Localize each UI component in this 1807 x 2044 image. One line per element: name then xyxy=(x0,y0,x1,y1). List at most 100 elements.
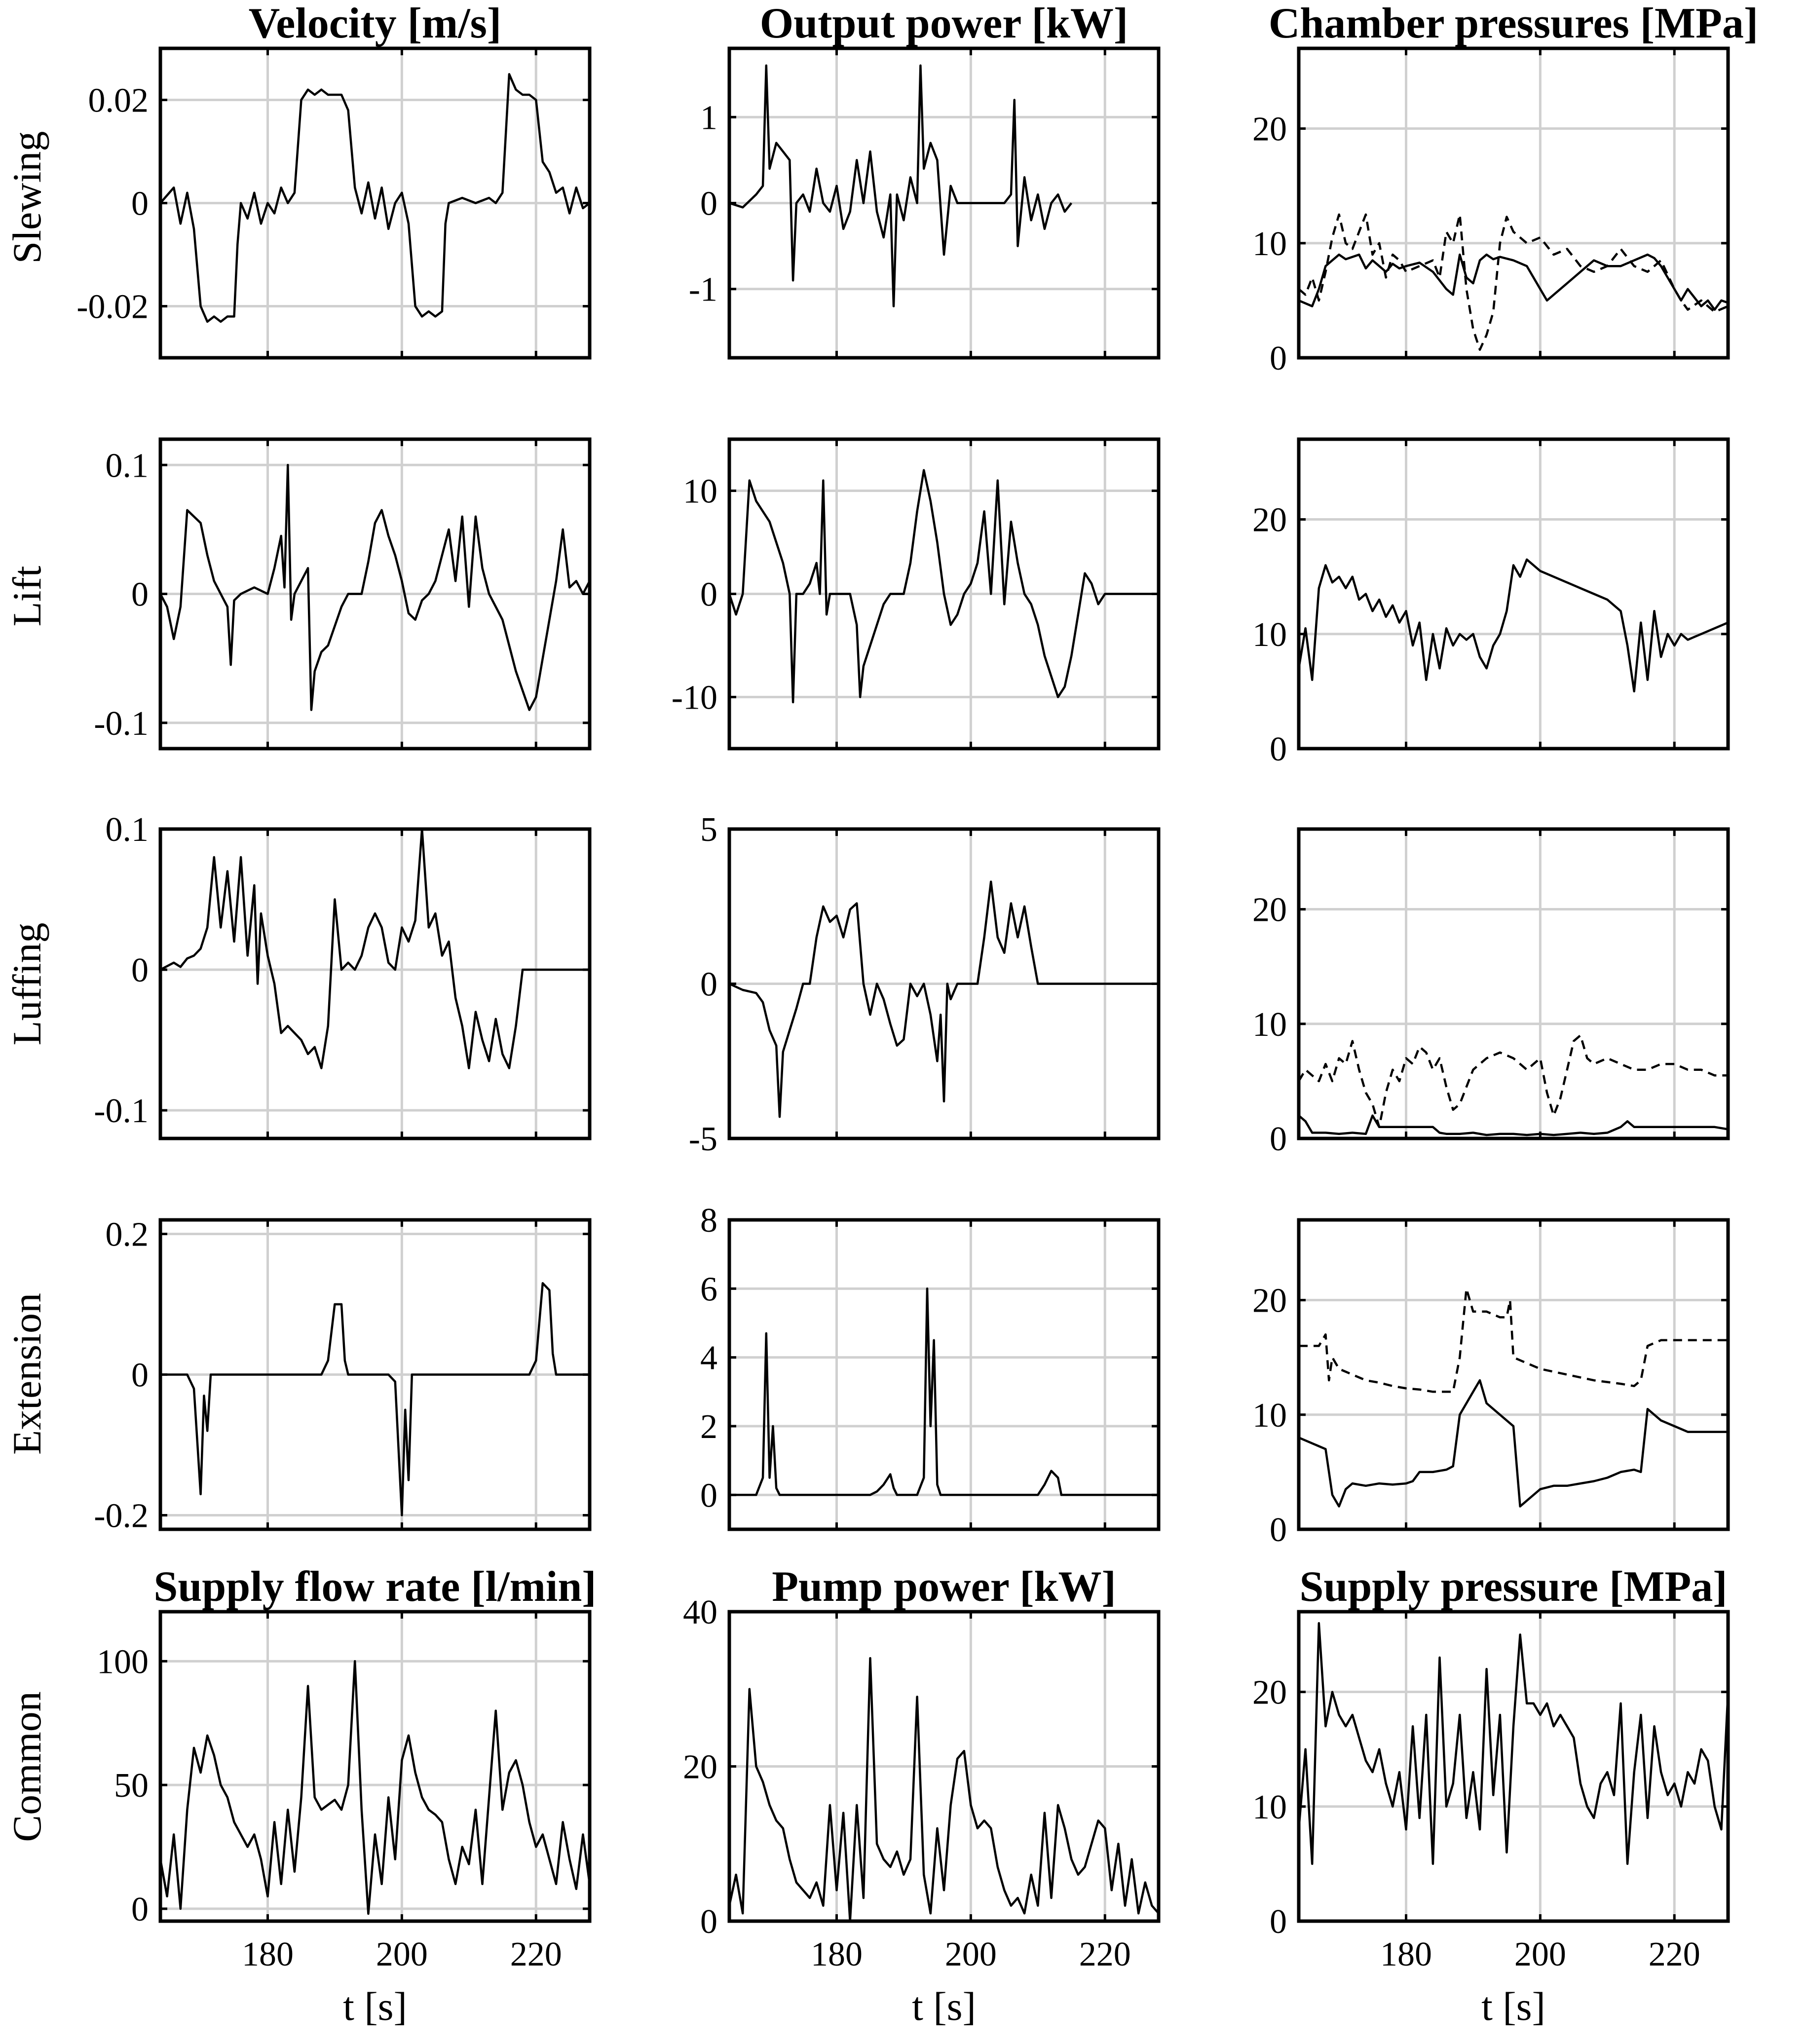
ytick-label: 10 xyxy=(1252,1397,1287,1435)
x-axis-label: t [s] xyxy=(343,1984,407,2029)
panel-luff-power: -5 0 5 xyxy=(689,811,1161,1158)
ytick-label: -0.02 xyxy=(76,288,149,326)
ytick-label: 0 xyxy=(131,1357,149,1395)
panel-supply-press: 0 10 20 Supply pressure [MPa] 180 200 220 t [s] xyxy=(1252,1563,1730,2029)
panel-lift-power: -10 0 10 xyxy=(672,437,1161,751)
axes-frame xyxy=(1297,1610,1730,1923)
series-line-0 xyxy=(1298,253,1729,311)
series-line-0 xyxy=(1298,1379,1728,1508)
row-label-extension: Extension xyxy=(4,1293,49,1455)
xtick-label: 180 xyxy=(242,1935,294,1973)
axes-frame xyxy=(1297,437,1730,751)
panel-title: Pump power [kW] xyxy=(772,1563,1116,1611)
ytick-label: 0 xyxy=(1270,1120,1287,1158)
panel-title: Supply pressure [MPa] xyxy=(1299,1563,1727,1611)
ytick-label: 0 xyxy=(1270,340,1287,378)
ytick-label: 10 xyxy=(1252,1006,1287,1044)
xtick-label: 200 xyxy=(376,1935,428,1973)
row-label-slewing: Slewing xyxy=(4,131,49,264)
ytick-label: 10 xyxy=(683,473,717,511)
xtick-label: 220 xyxy=(1079,1935,1131,1973)
panel-lift-vel: -0.1 0 0.1 xyxy=(94,437,592,751)
axes-frame xyxy=(1297,827,1730,1140)
panel-title: Chamber pressures [MPa] xyxy=(1269,0,1758,47)
xtick-label: 220 xyxy=(1649,1935,1700,1973)
row-label-luffing: Luffing xyxy=(4,922,49,1045)
ytick-label: 0 xyxy=(131,576,149,614)
ytick-label: 5 xyxy=(700,811,717,849)
panel-slew-vel: -0.02 0 0.02 Velocity [m/s] xyxy=(76,0,592,360)
ytick-label: 20 xyxy=(683,1748,717,1786)
series-line-0 xyxy=(159,464,591,711)
series-line-0 xyxy=(1298,1114,1729,1136)
x-axis-label: t [s] xyxy=(1481,1984,1545,2029)
panel-slew-power: -1 0 1 Output power [kW] xyxy=(689,0,1161,360)
ytick-label: 20 xyxy=(1252,501,1287,539)
series-line-0 xyxy=(729,880,1159,1118)
ytick-label: 0 xyxy=(700,576,717,614)
series-line-0 xyxy=(159,828,590,1069)
axes-frame xyxy=(727,1218,1161,1531)
ytick-label: 0 xyxy=(700,185,717,223)
xtick-label: 200 xyxy=(1514,1935,1566,1973)
series-line-1 xyxy=(1298,213,1729,351)
ytick-label: 0 xyxy=(1270,730,1287,768)
ytick-label: 0 xyxy=(131,185,149,223)
series-line-1 xyxy=(1299,1287,1728,1393)
ytick-label: 0 xyxy=(1270,1903,1287,1941)
ytick-label: 50 xyxy=(114,1767,149,1805)
ytick-label: 0 xyxy=(700,966,717,1004)
panel-luff-vel: -0.1 0 0.1 xyxy=(94,811,592,1140)
axes-frame xyxy=(1297,46,1730,360)
x-axis-label: t [s] xyxy=(912,1984,976,2029)
ytick-label: 0.2 xyxy=(106,1216,149,1254)
ytick-label: -1 xyxy=(689,271,717,309)
panel-ext-vel: -0.2 0 0.2 xyxy=(94,1216,592,1535)
panel-title: Velocity [m/s] xyxy=(249,0,501,47)
panel-pump-power: 0 20 40 Pump power [kW] 180 200 220 t [s] xyxy=(683,1563,1161,2029)
ytick-label: 0 xyxy=(131,951,149,989)
ytick-label: 0.1 xyxy=(106,811,149,849)
ytick-label: -5 xyxy=(689,1120,717,1158)
ytick-label: 40 xyxy=(683,1593,717,1631)
ytick-label: 20 xyxy=(1252,891,1287,929)
ytick-label: 0.1 xyxy=(106,447,149,485)
series-line-0 xyxy=(159,1660,591,1915)
ytick-label: 0.02 xyxy=(88,82,149,120)
panel-title: Supply flow rate [l/min] xyxy=(153,1563,596,1611)
series-line-0 xyxy=(728,1657,1160,1923)
axes-frame xyxy=(158,827,592,1140)
ytick-label: -10 xyxy=(672,679,717,717)
series-line-0 xyxy=(729,1287,1159,1496)
xtick-label: 200 xyxy=(945,1935,997,1973)
ytick-label: 8 xyxy=(700,1202,717,1240)
panel-ext-power: 0 2 4 6 8 xyxy=(700,1202,1161,1531)
series-line-0 xyxy=(1297,1622,1730,1865)
ytick-label: -0.1 xyxy=(94,1092,149,1130)
ytick-label: 20 xyxy=(1252,1282,1287,1320)
panel-ext-press: 0 10 20 xyxy=(1252,1218,1730,1549)
series-line-0 xyxy=(159,73,591,323)
ytick-label: 2 xyxy=(700,1408,717,1446)
ytick-label: 20 xyxy=(1252,111,1287,149)
ytick-label: -0.2 xyxy=(94,1497,149,1535)
xtick-label: 180 xyxy=(811,1935,863,1973)
axes-frame xyxy=(158,1610,592,1923)
ytick-label: 6 xyxy=(700,1270,717,1308)
ytick-label: 20 xyxy=(1252,1674,1287,1712)
series-line-0 xyxy=(1297,558,1729,693)
xtick-label: 220 xyxy=(510,1935,562,1973)
ytick-label: 100 xyxy=(97,1643,149,1681)
row-label-lift: Lift xyxy=(4,566,49,626)
row-label-common: Common xyxy=(4,1691,49,1842)
ytick-label: 4 xyxy=(700,1339,717,1377)
ytick-label: 0 xyxy=(700,1476,717,1514)
ytick-label: 10 xyxy=(1252,225,1287,263)
ytick-label: 1 xyxy=(700,99,717,137)
panel-lift-press: 0 10 20 xyxy=(1252,437,1730,768)
series-line-0 xyxy=(728,469,1159,704)
xtick-label: 180 xyxy=(1380,1935,1432,1973)
